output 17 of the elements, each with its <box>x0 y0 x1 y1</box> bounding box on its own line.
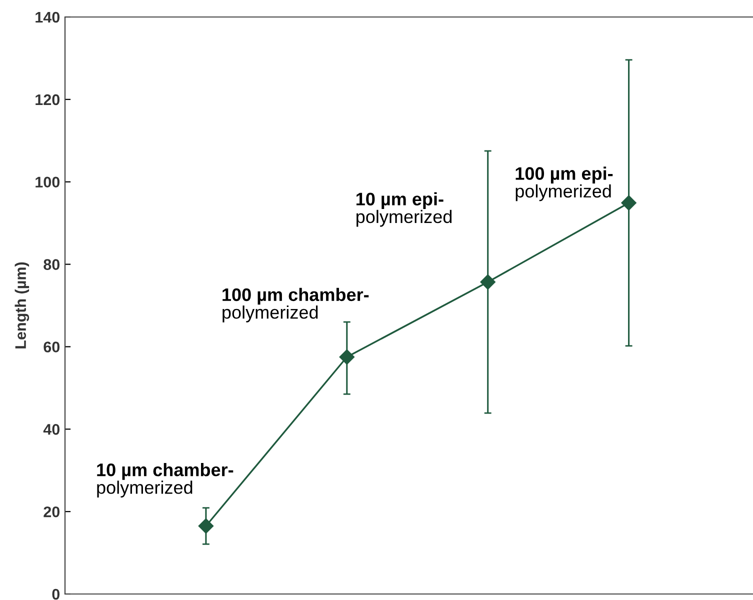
y-tick-label: 40 <box>43 424 60 435</box>
point <box>621 195 636 210</box>
y-tick-label: 100 <box>36 176 60 188</box>
y-tick-label: 140 <box>36 12 60 23</box>
y-tick-label: 120 <box>36 94 60 106</box>
point <box>339 349 354 365</box>
annotation: 10 µm epi- polymerized <box>356 192 452 227</box>
y-axis-title: Length (µm) <box>14 262 30 348</box>
y-tick-label: 80 <box>44 259 60 270</box>
annotation: 10 µm chamber- polymerized <box>97 462 234 498</box>
point <box>198 518 214 534</box>
y-tick-label: 60 <box>44 342 60 352</box>
annotation: 100 µm chamber- polymerized <box>222 288 369 322</box>
annotation: 100 µm epi- polymerized <box>516 166 613 202</box>
y-tick-label: 20 <box>44 506 60 518</box>
y-tick-label: 0 <box>52 588 60 600</box>
point <box>480 274 496 290</box>
